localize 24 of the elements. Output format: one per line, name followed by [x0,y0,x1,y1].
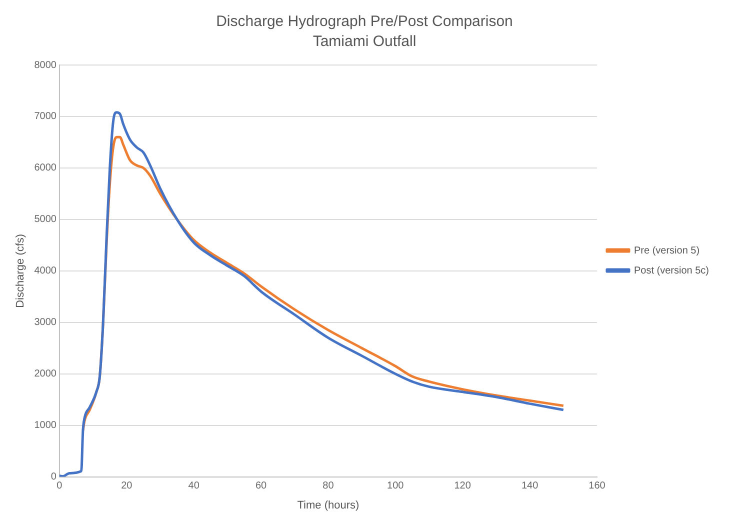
x-tick-label: 60 [255,480,268,492]
y-tick-label: 0 [50,472,57,483]
chart-title: Discharge Hydrograph Pre/Post Comparison [216,13,513,30]
x-tick-label: 120 [454,480,472,492]
x-tick-label: 80 [322,480,334,492]
y-tick-label: 7000 [34,111,57,122]
x-tick-label: 140 [521,480,539,492]
y-tick-label: 4000 [34,266,57,277]
legend-label: Post (version 5c) [634,265,710,276]
y-tick-label: 8000 [34,60,57,71]
y-tick-label: 2000 [34,368,57,380]
x-axis-title: Time (hours) [297,499,360,512]
y-tick-label: 3000 [34,317,57,328]
y-axis-title: Discharge (cfs) [14,234,27,308]
chart-subtitle: Tamiami Outfall [312,33,416,50]
line-series [59,111,565,477]
x-tick-label: 40 [188,480,200,492]
x-tick-label: 100 [387,480,404,492]
legend-label: Pre (version 5) [634,245,700,256]
y-tick-label: 6000 [34,162,57,174]
y-tick-label: 1000 [34,420,57,432]
x-tick-label: 20 [121,480,133,492]
x-tick-label: 160 [588,480,606,492]
y-tick-label: 5000 [34,214,57,226]
